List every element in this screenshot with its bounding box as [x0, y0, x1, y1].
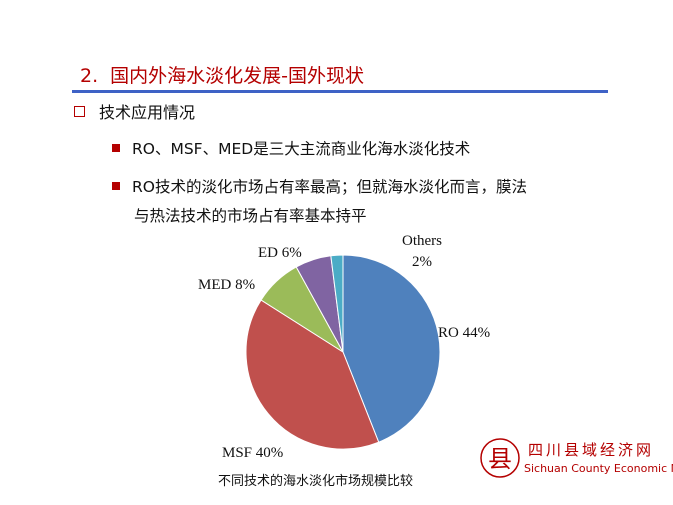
logo-char: 县: [488, 445, 512, 473]
title-number: 2.: [80, 65, 99, 87]
solid-square-bullet-icon: [112, 182, 120, 190]
sub-bullet-1: RO、MSF、MED是三大主流商业化海水淡化技术: [112, 137, 470, 159]
title-text: 国内外海水淡化发展-国外现状: [110, 65, 364, 87]
watermark-name-cn: 四川县域经济网: [528, 441, 655, 459]
chart-caption: 不同技术的海水淡化市场规模比较: [218, 474, 414, 489]
title-underline: [72, 90, 608, 93]
watermark-name-en: Sichuan County Economic Net: [524, 462, 673, 475]
slice-label: RO 44%: [438, 325, 490, 341]
sub-bullet-2-continuation: 与热法技术的市场占有率基本持平: [134, 207, 367, 225]
hollow-square-bullet-icon: [74, 106, 85, 117]
pie-slice: [330, 254, 344, 353]
slice-label: ED 6%: [258, 245, 302, 261]
slice-label: MSF 40%: [222, 445, 283, 461]
pie-slice: [245, 299, 380, 450]
slice-label: Others 2%: [402, 233, 442, 270]
sub-bullet-2: RO技术的淡化市场占有率最高；但就海水淡化而言，膜法: [112, 175, 527, 197]
pie-slice: [342, 254, 441, 443]
slice-label: MED 8%: [198, 277, 255, 293]
slide-title: 2. 国内外海水淡化发展-国外现状: [80, 61, 364, 88]
county-logo-icon: 县: [480, 438, 520, 478]
sub-bullet-1-text: RO、MSF、MED是三大主流商业化海水淡化技术: [132, 140, 471, 158]
bullet-main-text: 技术应用情况: [99, 103, 196, 122]
sub-bullet-2-text: RO技术的淡化市场占有率最高；但就海水淡化而言，膜法: [132, 178, 527, 196]
solid-square-bullet-icon: [112, 144, 120, 152]
bullet-main: 技术应用情况: [74, 99, 195, 123]
